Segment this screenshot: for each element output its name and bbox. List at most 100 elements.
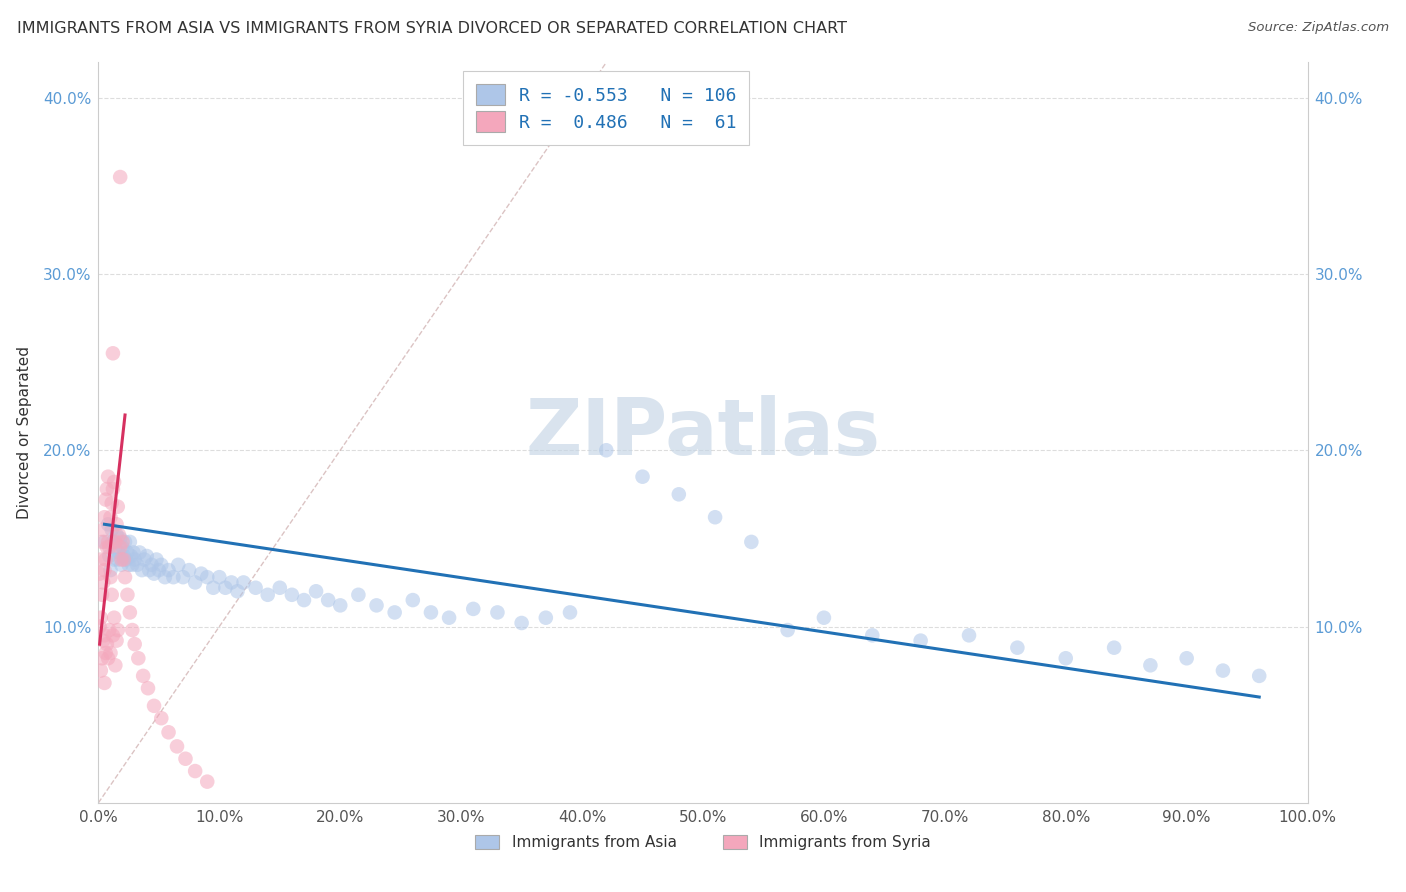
Point	[103, 552, 125, 566]
Point	[118, 606, 141, 620]
Point	[166, 739, 188, 754]
Point	[631, 469, 654, 483]
Point	[316, 593, 339, 607]
Point	[100, 563, 122, 577]
Point	[813, 610, 835, 624]
Point	[208, 570, 231, 584]
Point	[117, 588, 139, 602]
Point	[595, 443, 617, 458]
Point	[98, 623, 121, 637]
Point	[143, 566, 166, 581]
Point	[305, 584, 328, 599]
Point	[135, 549, 157, 563]
Point	[97, 469, 120, 483]
Text: IMMIGRANTS FROM ASIA VS IMMIGRANTS FROM SYRIA DIVORCED OR SEPARATED CORRELATION : IMMIGRANTS FROM ASIA VS IMMIGRANTS FROM …	[17, 21, 846, 36]
Point	[366, 599, 388, 613]
Point	[167, 558, 190, 572]
Point	[143, 698, 166, 713]
Point	[100, 646, 122, 660]
Point	[97, 535, 120, 549]
Point	[269, 581, 291, 595]
Point	[114, 570, 136, 584]
Point	[108, 545, 131, 559]
Legend: Immigrants from Asia, Immigrants from Syria: Immigrants from Asia, Immigrants from Sy…	[467, 828, 939, 858]
Point	[120, 549, 142, 563]
Point	[174, 752, 197, 766]
Point	[101, 482, 124, 496]
Point	[112, 549, 135, 563]
Point	[281, 588, 304, 602]
Point	[486, 606, 509, 620]
Point	[100, 496, 122, 510]
Point	[150, 558, 173, 572]
Point	[89, 566, 111, 581]
Point	[420, 606, 443, 620]
Point	[776, 623, 799, 637]
Point	[124, 637, 146, 651]
Point	[111, 540, 134, 554]
Point	[510, 615, 533, 630]
Point	[1007, 640, 1029, 655]
Point	[402, 593, 425, 607]
Point	[105, 517, 128, 532]
Point	[121, 558, 143, 572]
Point	[232, 575, 254, 590]
Point	[101, 346, 124, 360]
Point	[245, 581, 267, 595]
Point	[112, 552, 135, 566]
Point	[202, 581, 225, 595]
Point	[704, 510, 727, 524]
Point	[190, 566, 212, 581]
Point	[93, 676, 115, 690]
Point	[131, 563, 153, 577]
Point	[100, 510, 122, 524]
Point	[132, 669, 155, 683]
Point	[115, 552, 138, 566]
Point	[1139, 658, 1161, 673]
Point	[91, 651, 114, 665]
Point	[957, 628, 980, 642]
Point	[668, 487, 690, 501]
Point	[150, 711, 173, 725]
Point	[437, 610, 460, 624]
Point	[104, 540, 127, 554]
Point	[96, 637, 118, 651]
Point	[1249, 669, 1271, 683]
Y-axis label: Divorced or Separated: Divorced or Separated	[17, 346, 32, 519]
Point	[136, 681, 159, 696]
Point	[558, 606, 581, 620]
Point	[90, 610, 112, 624]
Point	[122, 545, 145, 559]
Point	[114, 535, 136, 549]
Point	[256, 588, 278, 602]
Point	[162, 570, 184, 584]
Point	[101, 628, 124, 642]
Point	[97, 517, 120, 532]
Point	[93, 563, 115, 577]
Point	[145, 552, 167, 566]
Point	[157, 725, 180, 739]
Point	[221, 575, 243, 590]
Point	[184, 575, 207, 590]
Point	[110, 552, 132, 566]
Point	[860, 628, 883, 642]
Point	[1102, 640, 1125, 655]
Point	[121, 623, 143, 637]
Point	[96, 482, 118, 496]
Point	[1212, 664, 1234, 678]
Point	[104, 535, 127, 549]
Point	[103, 475, 125, 489]
Point	[1175, 651, 1198, 665]
Point	[93, 628, 115, 642]
Point	[108, 528, 131, 542]
Point	[347, 588, 370, 602]
Point	[184, 764, 207, 778]
Point	[93, 510, 115, 524]
Text: Source: ZipAtlas.com: Source: ZipAtlas.com	[1249, 21, 1389, 34]
Point	[100, 523, 122, 537]
Point	[91, 523, 114, 537]
Point	[153, 570, 176, 584]
Point	[534, 610, 557, 624]
Point	[1054, 651, 1077, 665]
Point	[195, 774, 218, 789]
